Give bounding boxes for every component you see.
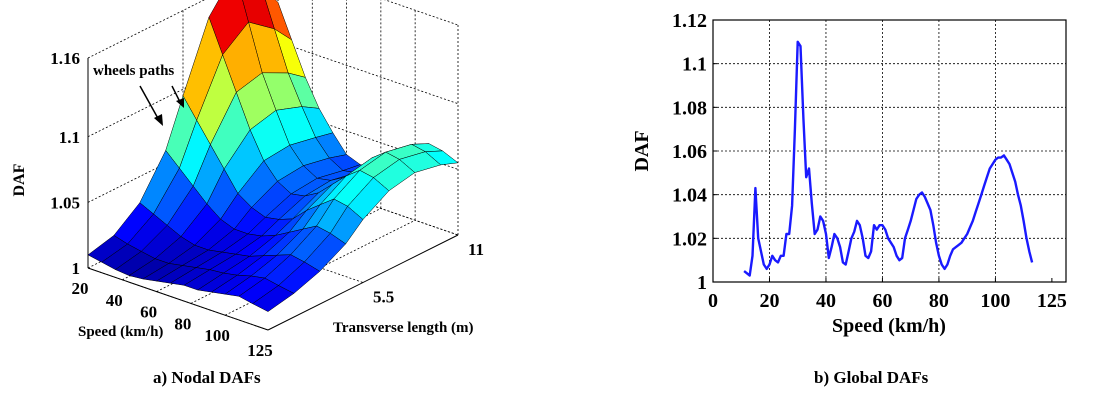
x-axis-label: Speed (km/h) bbox=[832, 315, 946, 337]
x-tick-label: 0 bbox=[708, 290, 718, 312]
caption-nodal-dafs: a) Nodal DAFs bbox=[153, 368, 261, 387]
x-axis-label: Speed (km/h) bbox=[78, 324, 163, 340]
caption-global-dafs: b) Global DAFs bbox=[814, 368, 929, 387]
x-tick-label: 20 bbox=[72, 279, 89, 298]
y-tick-label: 1.06 bbox=[672, 141, 707, 163]
series-line-global-daf bbox=[743, 40, 1034, 277]
y-tick-label: 11 bbox=[468, 240, 484, 259]
z-tick-label: 1 bbox=[72, 259, 81, 278]
x-tick-label: 40 bbox=[816, 290, 836, 312]
x-tick-label: 100 bbox=[204, 326, 230, 345]
z-tick-label: 1.1 bbox=[59, 128, 80, 147]
x-tick-label: 20 bbox=[759, 290, 779, 312]
y-tick-label: 1.08 bbox=[672, 97, 707, 119]
x-tick-label: 60 bbox=[872, 290, 892, 312]
y-tick-label: 5.5 bbox=[373, 288, 394, 307]
x-tick-label: 80 bbox=[174, 314, 191, 333]
annotation-arrows bbox=[139, 85, 184, 126]
x-tick-label: 40 bbox=[106, 291, 123, 310]
y-tick-label: 1.04 bbox=[672, 185, 707, 207]
surface-mesh bbox=[87, 0, 459, 312]
z-tick-label: 1.16 bbox=[50, 49, 80, 68]
box-front-edges bbox=[87, 58, 459, 331]
y-axis-label: DAF bbox=[631, 130, 653, 171]
y-axis-label: Transverse length (m) bbox=[333, 320, 474, 336]
x-tick-label: 125 bbox=[247, 341, 273, 360]
x-tick-label: 80 bbox=[929, 290, 949, 312]
tick-marks-and-labels: 0 20 40 60 80 100 125 1 1.02 1.04 1.06 1.08 1.1 1.12 bbox=[672, 10, 1067, 312]
y-axis-line bbox=[267, 234, 459, 331]
z-tick-label: 1.05 bbox=[50, 193, 80, 212]
x-tick-label: 100 bbox=[980, 290, 1010, 312]
annotation-wheels-paths: wheels paths bbox=[93, 63, 174, 79]
y-tick-label: 1.1 bbox=[682, 54, 707, 76]
y-tick-label: 1.12 bbox=[672, 10, 707, 32]
y-tick-label: 1 bbox=[697, 272, 707, 294]
floor-grid-line bbox=[224, 219, 416, 316]
z-axis-label: DAF bbox=[11, 163, 28, 196]
x-tick-label: 60 bbox=[140, 303, 157, 322]
y-tick-label: 1.02 bbox=[672, 228, 707, 250]
surface-patch bbox=[252, 285, 295, 312]
x-axis-line bbox=[87, 267, 269, 331]
x-tick-label: 125 bbox=[1037, 290, 1067, 312]
line-chart-global-dafs: 0 20 40 60 80 100 12511.021.041.061.081.11.12 … bbox=[631, 10, 1067, 337]
